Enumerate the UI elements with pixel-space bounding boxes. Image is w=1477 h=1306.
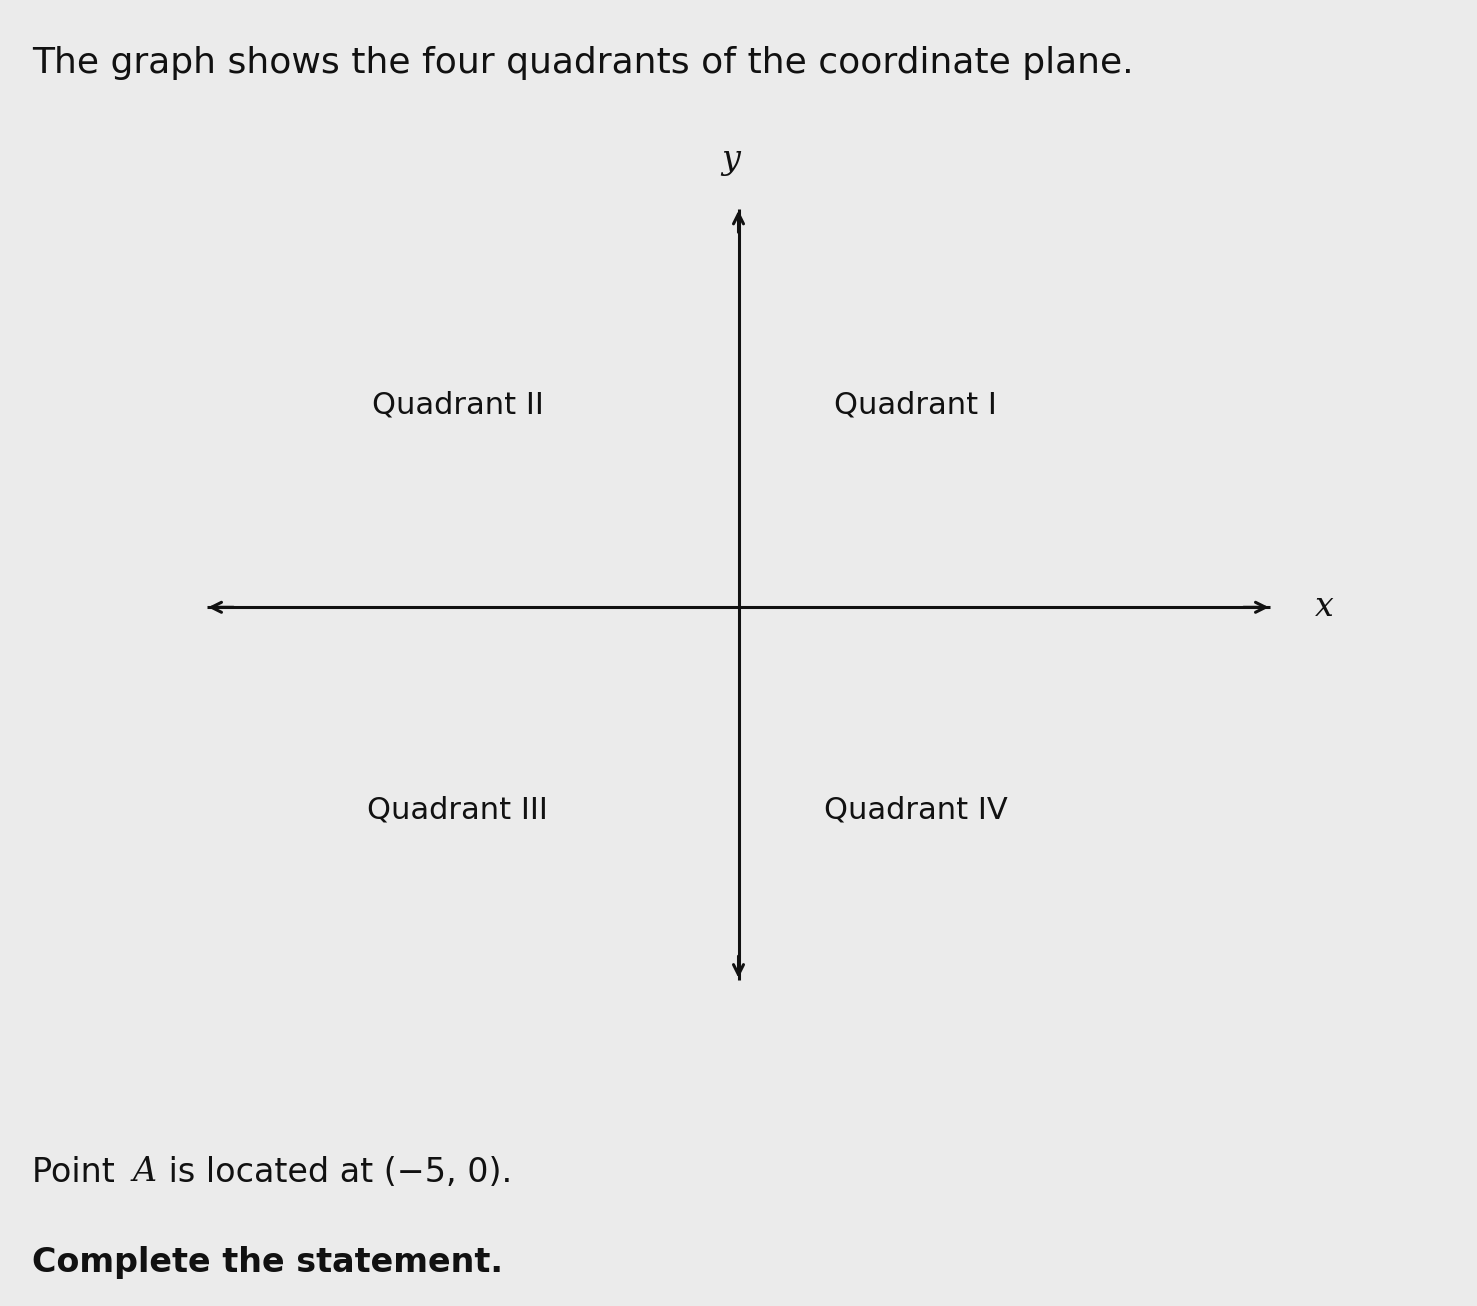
Text: y: y (722, 144, 740, 176)
Text: Quadrant III: Quadrant III (368, 795, 548, 824)
Text: A: A (133, 1156, 157, 1188)
Text: Quadrant II: Quadrant II (372, 390, 544, 419)
Text: The graph shows the four quadrants of the coordinate plane.: The graph shows the four quadrants of th… (32, 46, 1134, 80)
Text: is located at (−5, 0).: is located at (−5, 0). (158, 1156, 513, 1188)
Text: Quadrant I: Quadrant I (835, 390, 997, 419)
Text: x: x (1315, 592, 1334, 623)
Text: Point: Point (32, 1156, 126, 1188)
Text: Complete the statement.: Complete the statement. (32, 1246, 504, 1279)
Text: Quadrant IV: Quadrant IV (824, 795, 1007, 824)
